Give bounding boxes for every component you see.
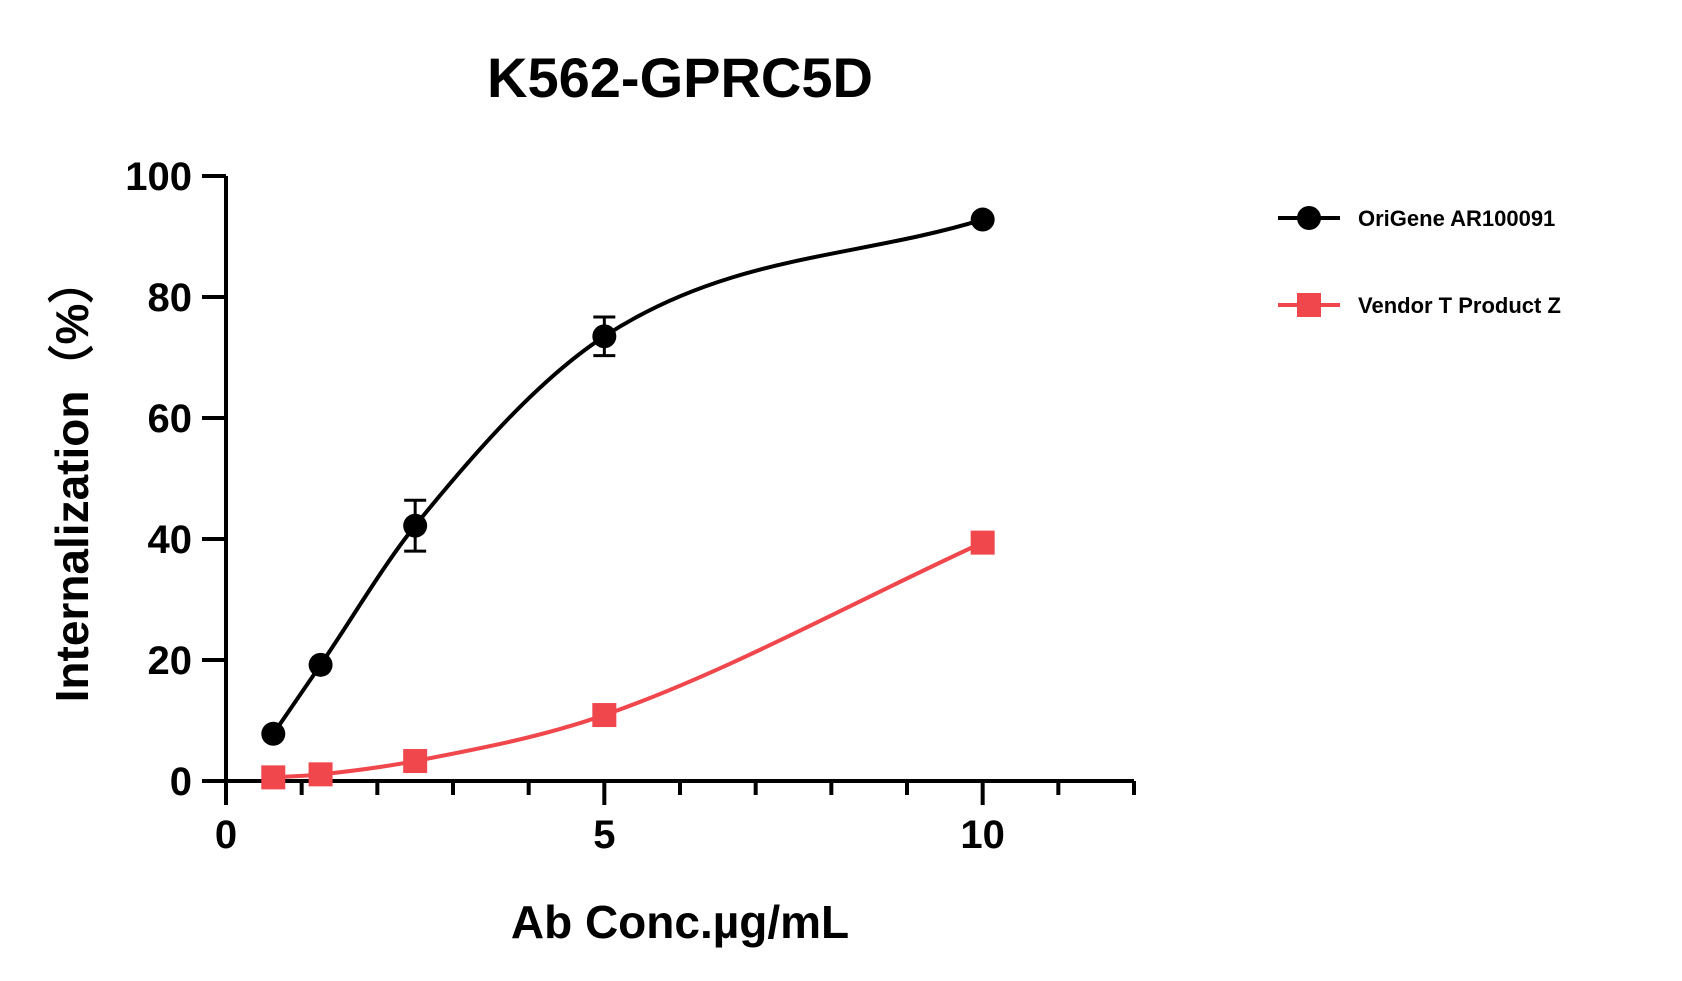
vendor-point [970,530,995,555]
y-tick-label: 80 [148,276,193,320]
y-axis-title-group: Internalization（%） [46,258,98,703]
origene-point [592,324,617,349]
y-tick-label: 20 [148,639,193,683]
origene-fit-curve [271,217,984,735]
origene-point [403,513,428,538]
axes: 0 20 40 60 80 100 0 5 10 [125,155,1136,857]
data-points [261,207,995,790]
x-axis-title: Ab Conc.µg/mL [511,896,849,948]
legend: OriGene AR100091 Vendor T Product Z [1278,206,1561,318]
legend-label-origene: OriGene AR100091 [1358,206,1555,231]
x-tick-label: 5 [593,813,615,857]
vendor-point [261,765,286,790]
origene-point [308,652,333,677]
legend-marker-origene [1297,206,1321,230]
vendor-point [308,762,333,787]
y-tick-label: 0 [170,760,192,804]
error-bars [404,315,616,553]
origene-point [970,207,995,232]
legend-marker-vendor [1297,293,1321,317]
vendor-point [592,703,617,728]
chart-title: K562-GPRC5D [487,46,873,109]
x-tick-label: 10 [960,813,1005,857]
y-tick-label: 40 [148,518,193,562]
vendor-point [403,749,428,774]
x-tick-label: 0 [215,813,237,857]
y-axis-title: Internalization（%） [46,258,98,703]
y-tick-label: 100 [125,155,192,199]
y-tick-label: 60 [148,397,193,441]
legend-label-vendor: Vendor T Product Z [1358,293,1561,318]
origene-point [261,721,286,746]
fit-curves [271,217,984,780]
